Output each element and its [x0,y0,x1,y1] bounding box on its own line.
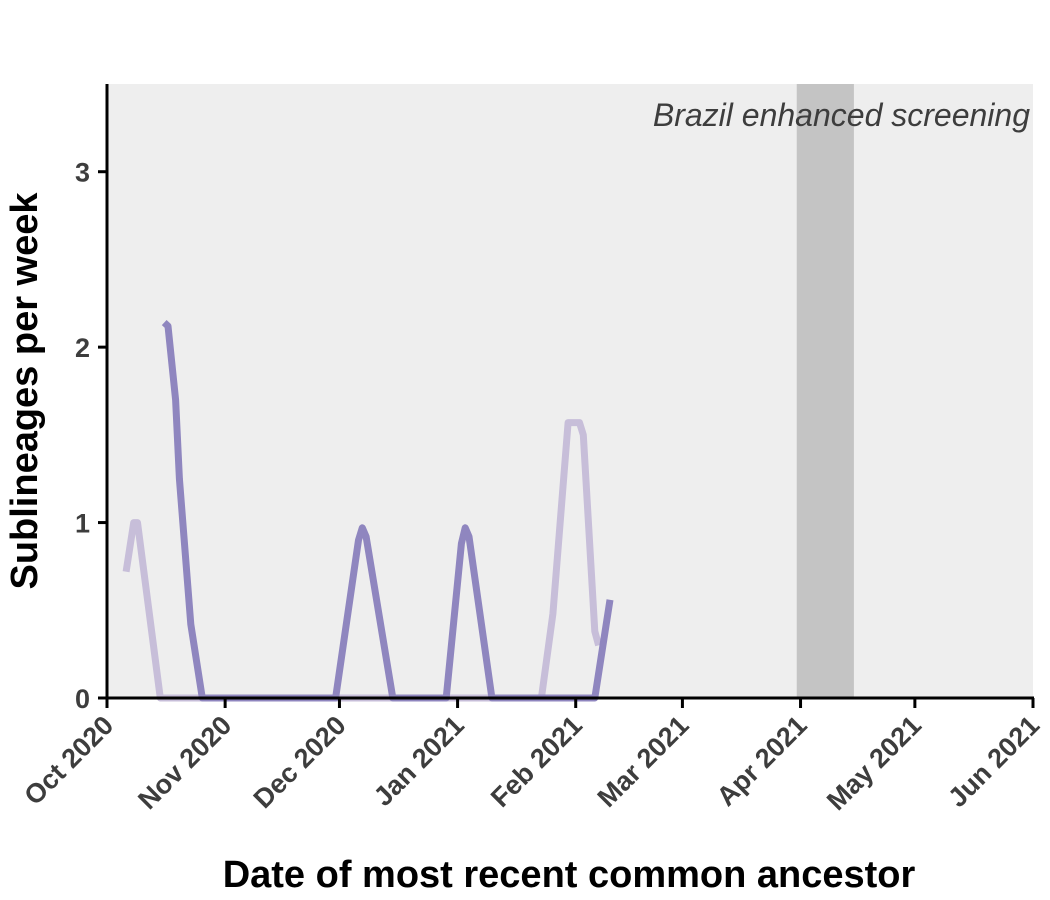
x-axis-title: Date of most recent common ancestor [223,854,916,896]
series-line-2 [161,320,614,702]
series-layer [122,320,614,702]
x-tick-label: Feb 2021 [485,710,588,813]
x-tick-label: Apr 2021 [711,710,813,812]
x-axis-ticks: Oct 2020 Nov 2020 Dec 2020 Jan 2021 Feb 2021… [18,698,1045,816]
series-line-1 [122,419,602,702]
x-tick-label: Mar 2021 [592,710,695,813]
plot-background [107,84,1033,698]
y-tick-label: 2 [75,333,90,363]
y-tick-label: 3 [75,158,90,188]
y-axis-title: Sublineages per week [4,192,46,590]
x-tick-label: Nov 2020 [132,710,237,815]
y-tick-label: 0 [75,684,90,714]
annotation-label: Brazil enhanced screening [653,97,1030,133]
x-tick-label: Jan 2021 [368,710,470,812]
enhanced-screening-shaded-region [796,84,854,698]
x-tick-label: May 2021 [821,710,927,816]
x-tick-label: Oct 2020 [18,710,119,811]
y-tick-label: 1 [75,509,90,539]
y-axis-ticks: 0 1 2 3 [75,158,107,714]
x-tick-label: Dec 2020 [248,710,352,814]
x-tick-label: Jun 2021 [942,710,1045,813]
